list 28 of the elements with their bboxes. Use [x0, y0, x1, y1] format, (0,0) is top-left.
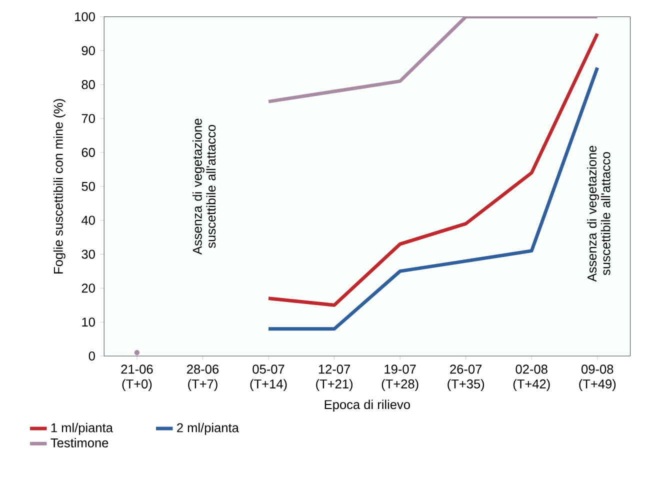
legend-label: Testimone — [50, 438, 108, 448]
y-tick-label: 40 — [82, 216, 95, 225]
x-tick-label: 05-07 (T+14) — [250, 364, 287, 392]
legend-label: 1 ml/pianta — [51, 422, 113, 435]
y-tick-label: 100 — [75, 12, 95, 22]
x-tick-label: 26-07 (T+35) — [448, 364, 484, 392]
y-tick-label: 20 — [82, 284, 95, 293]
line-series — [266, 66, 600, 331]
y-tick-label: 90 — [82, 46, 95, 56]
y-tick-label: 30 — [82, 250, 95, 259]
y-axis-title: Foglie suscettibili con mine (%) — [53, 99, 66, 274]
y-tick-label: 70 — [82, 114, 95, 124]
x-tick-label: 02-08 (T+42) — [513, 364, 550, 392]
x-tick-label: 09-08 (T+49) — [579, 364, 616, 392]
x-tick-label: 21-06 (T+0) — [121, 364, 153, 392]
x-tick-label: 28-06 (T+7) — [187, 364, 219, 392]
line-series — [266, 32, 600, 307]
legend-label: 2 ml/pianta — [177, 422, 239, 435]
y-tick-label: 0 — [88, 352, 95, 361]
annotation: Assenza di vegetazione suscettibile all'attacco — [587, 146, 610, 282]
y-tick-label: 60 — [82, 148, 95, 158]
x-tick-label: 12-07 (T+21) — [316, 364, 352, 392]
x-axis-title: Epoca di rilievo — [324, 400, 410, 412]
x-tick-label: 19-07 (T+28) — [382, 364, 418, 392]
y-tick-label: 10 — [82, 318, 95, 327]
y-tick-label: 80 — [82, 80, 95, 90]
y-tick-label: 50 — [82, 182, 95, 191]
annotation: Assenza di vegetazione suscettibile all'attacco — [192, 118, 216, 255]
